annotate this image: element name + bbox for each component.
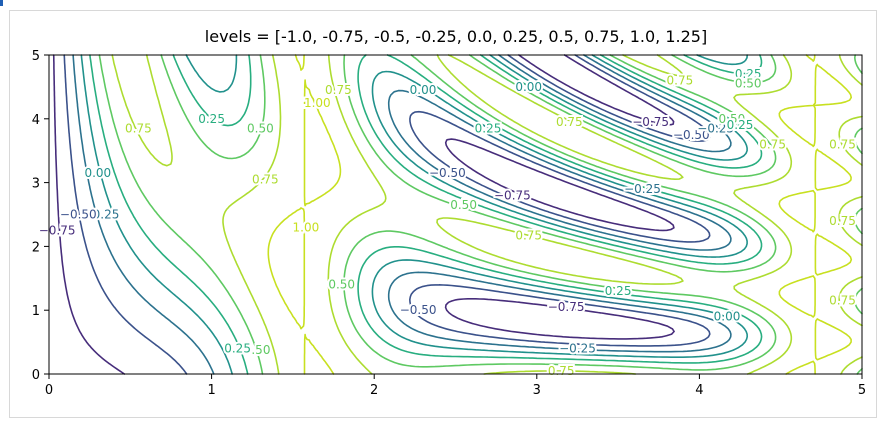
- x-tick-label: 1: [207, 383, 215, 398]
- y-tick-label: 3: [32, 177, 40, 192]
- contour-label: 0.25: [198, 112, 225, 126]
- y-tick-label: 2: [32, 240, 40, 255]
- contour-label: 0.50: [244, 343, 271, 357]
- contour-label: 0.50: [450, 198, 477, 212]
- x-tick-label: 5: [858, 383, 866, 398]
- contour-label: 0.75: [252, 172, 279, 186]
- contour-label: 0.25: [605, 284, 632, 298]
- chart-title: levels = [-1.0, -0.75, -0.5, -0.25, 0.0,…: [205, 27, 707, 46]
- contour-label: 0.00: [410, 83, 437, 97]
- contour-label: 0.50: [328, 278, 355, 292]
- contour-level-0p25: [89, 54, 763, 375]
- y-tick-label: 1: [32, 304, 40, 319]
- y-axis-ticks: 0 1 2 3 4 5: [32, 49, 49, 383]
- contour-label: −0.50: [60, 208, 97, 222]
- contour-label: −0.50: [400, 303, 437, 317]
- contour-label: 0.00: [84, 166, 111, 180]
- contour-label: 0.25: [735, 67, 762, 81]
- cell-marker: [0, 0, 3, 6]
- x-tick-label: 4: [695, 383, 703, 398]
- contour-level-0p75: [111, 54, 863, 375]
- contour-level-neg0p5: [63, 54, 711, 375]
- x-tick-label: 3: [533, 383, 541, 398]
- contour-level-neg0p75: [52, 54, 675, 375]
- x-axis-ticks: 0 1 2 3 4 5: [45, 374, 866, 398]
- contour-label: 0.75: [556, 115, 583, 129]
- contour-label: 0.75: [829, 137, 856, 151]
- contour-label: 0.50: [719, 112, 746, 126]
- contour-label: −0.25: [624, 182, 661, 196]
- y-tick-label: 4: [32, 113, 40, 128]
- contour-label: 0.75: [125, 121, 152, 135]
- contour-label: 0.00: [515, 80, 542, 94]
- contour-label: 0.75: [515, 229, 542, 243]
- contour-label: −0.75: [632, 115, 669, 129]
- contour-label: 0.25: [727, 118, 754, 132]
- contour-label: 0.75: [325, 83, 352, 97]
- contour-label: 1.00: [304, 96, 331, 110]
- contour-label: −0.50: [429, 166, 466, 180]
- contour-labels: 0.250.500.751.000.750.750.00−0.25−0.50−0…: [37, 65, 858, 380]
- contour-label: 0.75: [548, 364, 575, 378]
- contour-label: 0.75: [829, 294, 856, 308]
- y-tick-label: 0: [32, 368, 40, 383]
- x-tick-label: 2: [370, 383, 378, 398]
- contour-level-1: [267, 54, 853, 375]
- contour-label: −0.25: [559, 342, 596, 356]
- y-tick-label: 5: [32, 49, 40, 64]
- contour-label: 0.25: [224, 342, 251, 356]
- contour-label: 0.50: [247, 121, 274, 135]
- contour-level-neg0p25: [72, 54, 732, 375]
- contour-level-0p5: [98, 54, 863, 375]
- contour-label: 1.00: [293, 220, 320, 234]
- x-tick-label: 0: [45, 383, 53, 398]
- contour-label: 0.00: [714, 310, 741, 324]
- axes-frame: [48, 54, 863, 375]
- contour-label: −0.50: [673, 128, 710, 142]
- contour-label: 0.25: [475, 121, 502, 135]
- contour-label: 0.75: [667, 74, 694, 88]
- contour-label: −0.75: [39, 223, 76, 237]
- contour-label: −0.25: [697, 121, 734, 135]
- contour-label: 0.50: [735, 77, 762, 91]
- contour-lines: [52, 54, 863, 375]
- contour-label: 0.75: [759, 137, 786, 151]
- contour-level-0: [80, 54, 748, 375]
- contour-label: −0.75: [494, 188, 531, 202]
- contour-label: 0.75: [829, 214, 856, 228]
- contour-label: −0.25: [83, 208, 120, 222]
- contour-label: −0.75: [548, 300, 585, 314]
